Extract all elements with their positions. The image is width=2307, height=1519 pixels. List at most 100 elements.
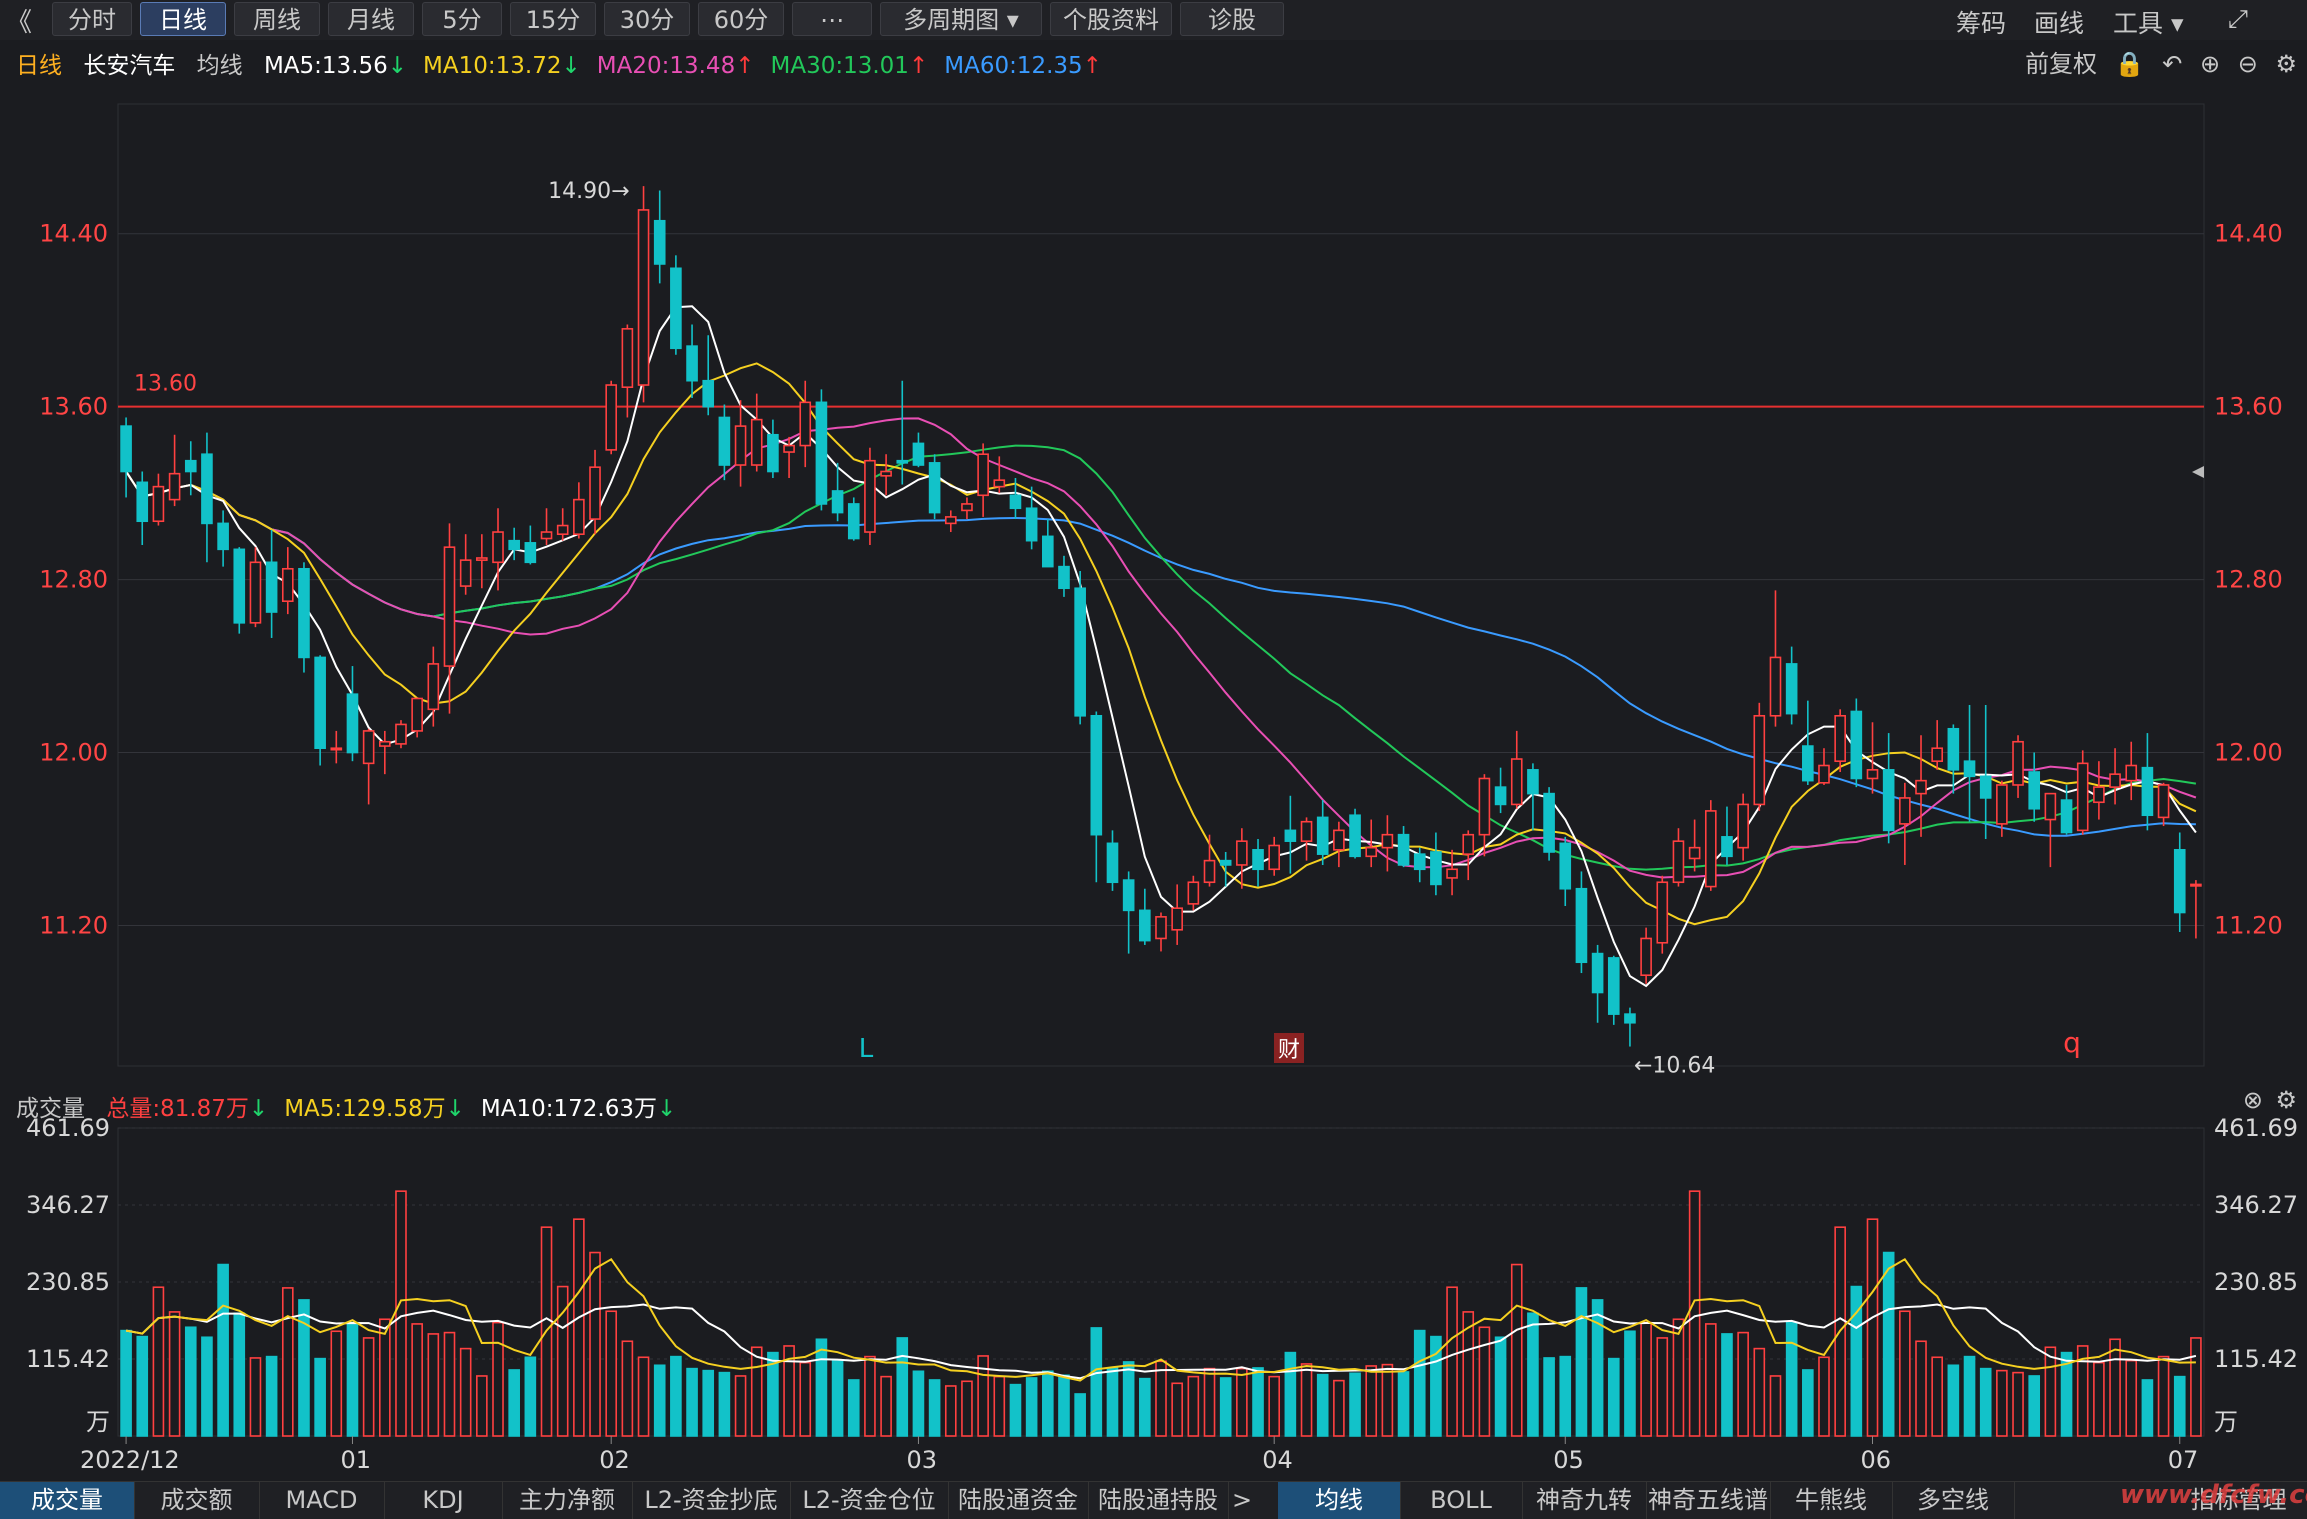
back-button[interactable]: 《: [6, 8, 33, 38]
volume-bar: [1575, 1287, 1588, 1437]
indicator-tab-3[interactable]: KDJ: [384, 1482, 503, 1519]
indicator-tab-8[interactable]: 陆股通持股: [1088, 1482, 1229, 1519]
fullscreen-icon[interactable]: ⤢: [2228, 4, 2249, 33]
volume-bar: [1753, 1347, 1766, 1437]
indicator-tab-5[interactable]: L2-资金抄底: [632, 1482, 791, 1519]
stock-info-button[interactable]: 个股资料: [1050, 2, 1172, 36]
volume-bar: [362, 1337, 375, 1437]
tab-5min[interactable]: 5分: [422, 2, 502, 36]
chips-button[interactable]: 筹码: [1956, 9, 2007, 38]
volume-bar: [928, 1379, 941, 1437]
indicator-tab-4[interactable]: 主力净额: [502, 1482, 633, 1519]
overlay-tab-5[interactable]: 多空线: [1892, 1482, 2015, 1519]
more-button[interactable]: ⋯: [792, 2, 872, 36]
candle: [1882, 733, 1895, 844]
draw-line-button[interactable]: 画线: [2034, 9, 2085, 38]
diagnose-button[interactable]: 诊股: [1180, 2, 1284, 36]
candle: [492, 508, 504, 591]
candle: [2190, 880, 2202, 939]
volume-bar: [1397, 1371, 1410, 1437]
candle: [767, 419, 779, 478]
volume-bar: [686, 1367, 698, 1437]
tab-daily[interactable]: 日线: [140, 2, 226, 36]
lock-icon[interactable]: 🔒: [2114, 50, 2145, 78]
candle-body: [928, 462, 941, 514]
indicator-tab-2[interactable]: MACD: [259, 1482, 385, 1519]
indicator-tab-0[interactable]: 成交量: [0, 1482, 135, 1519]
candle: [1300, 817, 1313, 861]
candle: [783, 436, 795, 478]
tab-weekly[interactable]: 周线: [234, 2, 320, 36]
candle: [1640, 927, 1652, 984]
adjust-mode-button[interactable]: 前复权: [2025, 50, 2098, 78]
candle-body: [1139, 909, 1151, 942]
marker-l: L: [859, 1034, 874, 1064]
candle-body: [476, 557, 488, 561]
volume-bar: [1025, 1377, 1038, 1437]
candle-body: [1203, 859, 1216, 884]
candle-body: [1559, 842, 1572, 890]
volume-bar: [1721, 1333, 1733, 1437]
volume-bar: [1559, 1355, 1572, 1437]
candle-body: [1510, 758, 1523, 806]
tools-dropdown[interactable]: 工具 ▾: [2113, 9, 2184, 38]
overlay-tab-2[interactable]: 神奇九转: [1522, 1482, 1647, 1519]
indicator-manager-button[interactable]: 指标管理: [2190, 1486, 2287, 1514]
indicator-tab-1[interactable]: 成交额: [134, 1482, 260, 1519]
candle: [815, 389, 828, 511]
volume-settings-icon[interactable]: ⚙: [2275, 1086, 2297, 1114]
candle: [1025, 486, 1038, 550]
candle: [1818, 748, 1830, 785]
candle-body: [395, 723, 407, 745]
candle: [1543, 787, 1555, 861]
price-tick-left: 14.40: [39, 220, 108, 248]
candle-body: [718, 416, 731, 466]
candle-body: [1300, 820, 1313, 842]
multi-period-dropdown[interactable]: 多周期图 ▾: [880, 2, 1042, 36]
tab-30min[interactable]: 30分: [604, 2, 690, 36]
candle: [459, 534, 472, 595]
volume-bar: [1899, 1310, 1911, 1437]
indicator-tab-6[interactable]: L2-资金仓位: [790, 1482, 949, 1519]
settings-icon[interactable]: ⚙: [2275, 50, 2297, 78]
undo-icon[interactable]: ↶: [2162, 50, 2183, 78]
candle-body: [556, 524, 569, 535]
overlay-tab-4[interactable]: 牛熊线: [1770, 1482, 1893, 1519]
volume-bars: [120, 1190, 2202, 1437]
price-tick-left: 12.80: [39, 566, 108, 594]
ma10-line: [125, 362, 2197, 926]
volume-bar: [896, 1337, 909, 1437]
overlay-tab-3[interactable]: 神奇五线谱: [1646, 1482, 1771, 1519]
candle: [1721, 806, 1733, 865]
tab-monthly[interactable]: 月线: [328, 2, 414, 36]
candle: [1268, 836, 1281, 876]
overlay-tab-1[interactable]: BOLL: [1400, 1482, 1523, 1519]
tab-15min[interactable]: 15分: [510, 2, 596, 36]
zoom-out-icon[interactable]: ⊖: [2237, 50, 2258, 78]
overlay-tab-0[interactable]: 均线: [1278, 1482, 1401, 1519]
volume-bar: [977, 1355, 989, 1437]
candle-body: [2157, 784, 2170, 819]
indicator-tab-7[interactable]: 陆股通资金: [948, 1482, 1089, 1519]
volume-bar: [2173, 1375, 2186, 1437]
volume-close-icon[interactable]: ⊗: [2242, 1086, 2263, 1114]
candle-body: [362, 730, 375, 765]
volume-text: MA5:129.58万: [284, 1096, 446, 1122]
candle: [1252, 839, 1264, 887]
zoom-in-icon[interactable]: ⊕: [2199, 50, 2221, 78]
volume-bar: [589, 1251, 601, 1437]
volume-bar: [864, 1355, 876, 1437]
candle-body: [1947, 727, 1960, 771]
candle: [152, 473, 165, 526]
tab-timeshare[interactable]: 分时: [52, 2, 132, 36]
date-label: 07: [2168, 1446, 2199, 1474]
candle-body: [314, 656, 326, 750]
tab-60min[interactable]: 60分: [698, 2, 784, 36]
volume-arrow: ↓: [248, 1096, 269, 1122]
volume-bar: [993, 1375, 1006, 1437]
kline-chart[interactable]: 14.40 14.40 13.60 13.60 12.80 12.80 12.00 12.00…: [0, 0, 2307, 1480]
volume-bar: [1704, 1323, 1717, 1437]
candle-body: [2012, 740, 2024, 786]
tabs-scroll-right[interactable]: >: [1231, 1486, 1253, 1514]
candle-body: [1397, 833, 1410, 866]
